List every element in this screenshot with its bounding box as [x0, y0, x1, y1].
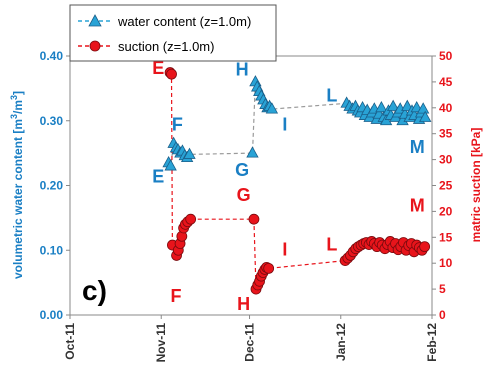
- water-content-point: [386, 99, 400, 111]
- y-right-tick-label: 50: [439, 49, 453, 63]
- suction-point: [166, 68, 177, 80]
- annotation-label: M: [410, 137, 425, 157]
- suction-point: [419, 241, 431, 253]
- y-left-tick-label: 0.00: [40, 308, 64, 322]
- x-tick-label: Oct-11: [63, 323, 77, 360]
- plot-area-border: [69, 55, 433, 316]
- annotation-label: F: [170, 286, 181, 306]
- suction-point: [185, 213, 197, 225]
- legend: water content (z=1.0m) suction (z=1.0m): [69, 4, 277, 62]
- y-right-tick-label: 0: [439, 308, 446, 322]
- annotation-label: I: [282, 114, 287, 134]
- legend-box: [69, 4, 277, 62]
- y-left-tick-label: 0.20: [40, 179, 64, 193]
- y-right-tick-label: 30: [439, 153, 453, 167]
- y-left-label-sup2: 3: [9, 95, 19, 100]
- point-annotations: E E F F GG H H I I L L M M: [152, 58, 424, 314]
- water-content-point: [246, 146, 259, 158]
- y-left-label-sup1: 3: [9, 114, 19, 119]
- annotation-label: E: [152, 58, 164, 78]
- axis-ticks: 0.00 0.10 0.20 0.30 0.40 0 5 10 15 20 25 30 35 40 45 50…: [40, 49, 453, 362]
- y-right-tick-label: 35: [439, 127, 453, 141]
- y-left-tick-label: 0.30: [40, 114, 64, 128]
- y-right-tick-label: 45: [439, 75, 453, 89]
- y-right-tick-label: 5: [439, 282, 446, 296]
- annotation-label: G: [235, 160, 249, 180]
- x-tick-label: Feb-12: [425, 323, 439, 362]
- x-tick-label: Dec-11: [243, 323, 257, 362]
- annotation-label: G: [237, 185, 251, 205]
- annotation-label: H: [236, 59, 249, 79]
- water-content-point: [419, 110, 432, 122]
- water-content-point: [183, 147, 196, 159]
- y-left-tick-label: 0.10: [40, 243, 64, 257]
- y-left-axis-label: volumetric water content [m3/m3]: [9, 91, 25, 279]
- plot-frame: [69, 55, 433, 316]
- y-left-tick-label: 0.40: [40, 49, 64, 63]
- legend-marker-circle: [89, 40, 101, 52]
- suction-point: [263, 262, 275, 274]
- water-content-point: [375, 100, 388, 113]
- water-content-point: [265, 102, 279, 114]
- y-left-label-text: volumetric water content [m3/m3]: [9, 91, 25, 279]
- annotation-label: M: [410, 195, 425, 215]
- annotation-label: L: [326, 234, 337, 254]
- y-right-tick-label: 40: [439, 101, 453, 115]
- annotation-label: F: [172, 114, 183, 134]
- legend-entry-water: water content (z=1.0m): [117, 14, 251, 29]
- legend-marker-triangle: [88, 14, 102, 27]
- suction-point: [248, 213, 260, 225]
- x-tick-label: Jan-12: [334, 323, 348, 361]
- water-content-point: [416, 102, 430, 114]
- y-left-label-end: ]: [11, 91, 25, 95]
- y-right-tick-label: 20: [439, 204, 453, 218]
- series-markers: [162, 67, 432, 295]
- annotation-label: H: [237, 294, 250, 314]
- water-content-point: [164, 159, 177, 171]
- y-right-axis-label: matric suction [kPa]: [469, 128, 483, 243]
- y-right-label-text: matric suction [kPa]: [469, 128, 483, 243]
- y-left-label-mid: /m: [11, 100, 25, 114]
- annotation-label: E: [152, 166, 164, 186]
- annotation-label: L: [326, 85, 337, 105]
- x-tick-label: Nov-11: [154, 323, 168, 363]
- annotation-label: I: [282, 239, 287, 259]
- y-right-tick-label: 10: [439, 256, 453, 270]
- y-left-label-main: volumetric water content [m: [11, 119, 25, 279]
- series-lines: [168, 72, 426, 290]
- y-right-tick-label: 25: [439, 179, 453, 193]
- legend-entry-suction: suction (z=1.0m): [118, 39, 214, 54]
- panel-label: c): [82, 275, 107, 306]
- suction-line: [169, 72, 426, 290]
- y-right-tick-label: 15: [439, 230, 453, 244]
